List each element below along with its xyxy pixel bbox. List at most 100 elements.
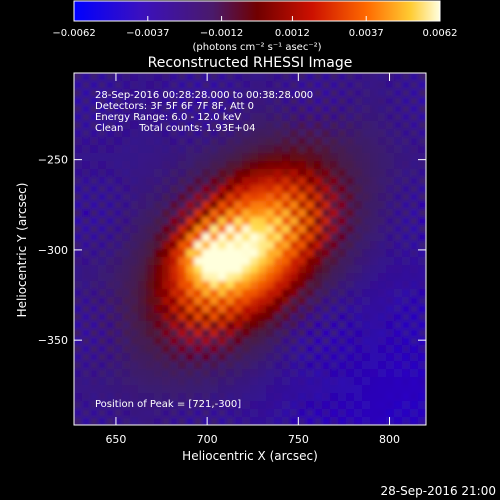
heatmap-cell <box>378 353 387 362</box>
heatmap-cell <box>194 257 203 266</box>
heatmap-cell <box>146 233 155 242</box>
heatmap-cell <box>146 201 155 210</box>
heatmap-cell <box>162 289 171 298</box>
heatmap-cell <box>338 273 347 282</box>
heatmap-cell <box>322 137 331 146</box>
heatmap-cell <box>282 409 291 418</box>
heatmap-cell <box>394 337 403 346</box>
heatmap-cell <box>402 81 411 90</box>
heatmap-cell <box>298 185 307 194</box>
colorbar-tick-label: 0.0062 <box>423 28 458 39</box>
heatmap-cell <box>82 305 91 314</box>
heatmap-cell <box>202 193 211 202</box>
heatmap-cell <box>98 321 107 330</box>
heatmap-cell <box>282 385 291 394</box>
heatmap-cell <box>370 273 379 282</box>
heatmap-cell <box>138 145 147 154</box>
heatmap-cell <box>234 377 243 386</box>
heatmap-cell <box>226 409 235 418</box>
heatmap-cell <box>146 113 155 122</box>
heatmap-cell <box>394 97 403 106</box>
heatmap-cell <box>338 105 347 114</box>
heatmap-cell <box>402 73 411 82</box>
heatmap-cell <box>226 225 235 234</box>
heatmap-cell <box>266 313 275 322</box>
heatmap-cell <box>210 129 219 138</box>
heatmap-cell <box>114 233 123 242</box>
heatmap-cell <box>378 313 387 322</box>
heatmap-cell <box>346 385 355 394</box>
heatmap-cell <box>258 185 267 194</box>
heatmap-cell <box>346 225 355 234</box>
heatmap-cell <box>186 217 195 226</box>
heatmap-cell <box>194 409 203 418</box>
heatmap-cell <box>234 337 243 346</box>
heatmap-cell <box>130 105 139 114</box>
heatmap-cell <box>90 121 99 130</box>
heatmap-cell <box>90 81 99 90</box>
colorbar-unit-label: (photons cm⁻² s⁻¹ asec⁻²) <box>192 42 321 53</box>
heatmap-cell <box>194 73 203 82</box>
heatmap-cell <box>210 345 219 354</box>
heatmap-cell <box>210 377 219 386</box>
heatmap-cell <box>194 81 203 90</box>
heatmap-cell <box>234 297 243 306</box>
heatmap-cell <box>362 145 371 154</box>
heatmap-cell <box>266 153 275 162</box>
heatmap-cell <box>114 81 123 90</box>
heatmap-cell <box>338 185 347 194</box>
heatmap-cell <box>74 233 83 242</box>
heatmap-cell <box>362 89 371 98</box>
heatmap-cell <box>314 113 323 122</box>
heatmap-cell <box>146 209 155 218</box>
heatmap-cell <box>162 81 171 90</box>
heatmap-cell <box>346 353 355 362</box>
heatmap-cell <box>90 377 99 386</box>
heatmap-cell <box>402 161 411 170</box>
heatmap-cell <box>202 401 211 410</box>
heatmap-cell <box>354 121 363 130</box>
heatmap-cell <box>370 97 379 106</box>
heatmap-cell <box>298 297 307 306</box>
heatmap-cell <box>370 185 379 194</box>
heatmap-cell <box>98 385 107 394</box>
heatmap-cell <box>106 225 115 234</box>
heatmap-cell <box>378 137 387 146</box>
heatmap-cell <box>378 145 387 154</box>
heatmap-cell <box>338 377 347 386</box>
heatmap-cell <box>370 257 379 266</box>
heatmap-cell <box>234 153 243 162</box>
heatmap-cell <box>330 257 339 266</box>
heatmap-cell <box>114 105 123 114</box>
heatmap-cell <box>338 113 347 122</box>
heatmap-cell <box>114 97 123 106</box>
heatmap-cell <box>306 193 315 202</box>
heatmap-cell <box>130 377 139 386</box>
heatmap-cell <box>370 177 379 186</box>
heatmap-cell <box>146 297 155 306</box>
heatmap-cell <box>178 121 187 130</box>
heatmap-cell <box>170 129 179 138</box>
heatmap-cell <box>202 417 211 425</box>
heatmap-cell <box>122 153 131 162</box>
heatmap-cell <box>74 225 83 234</box>
heatmap-cell <box>274 345 283 354</box>
heatmap-cell <box>410 129 419 138</box>
heatmap-cell <box>418 233 426 242</box>
heatmap-cell <box>314 209 323 218</box>
heatmap-cell <box>394 361 403 370</box>
heatmap-cell <box>162 265 171 274</box>
heatmap-cell <box>186 201 195 210</box>
heatmap-cell <box>370 377 379 386</box>
heatmap-cell <box>218 409 227 418</box>
heatmap-cell <box>186 353 195 362</box>
heatmap-cell <box>138 305 147 314</box>
heatmap-cell <box>266 97 275 106</box>
heatmap-cell <box>146 249 155 258</box>
heatmap-cell <box>298 249 307 258</box>
heatmap-cell <box>122 289 131 298</box>
heatmap-cell <box>234 81 243 90</box>
heatmap-cell <box>338 81 347 90</box>
heatmap-cell <box>290 217 299 226</box>
heatmap-cell <box>314 273 323 282</box>
